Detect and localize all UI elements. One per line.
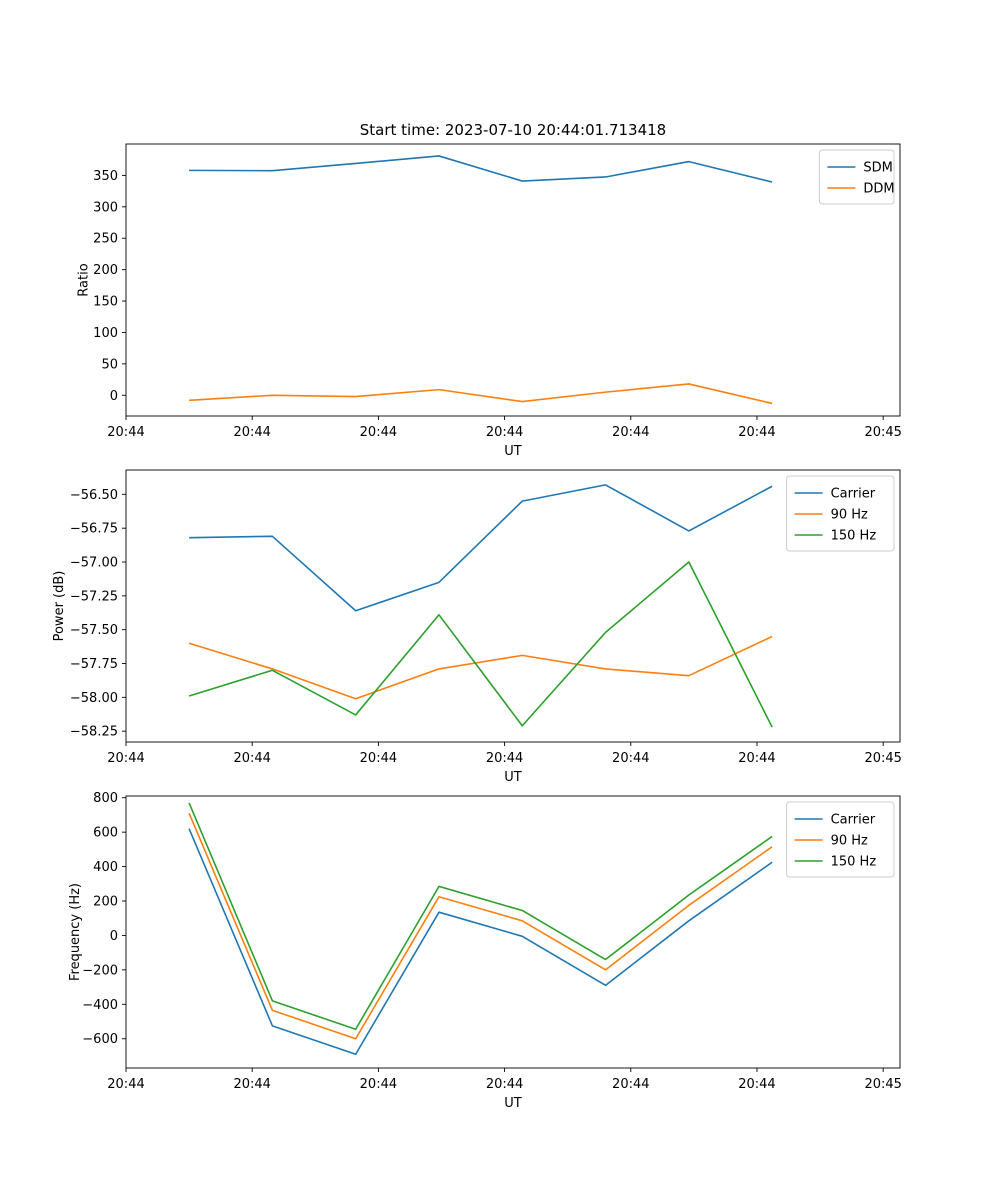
ratio-series-sdm-line [189,155,773,183]
frequency-y-tick-label: 0 [110,929,118,944]
frequency-x-tick-label: 20:44 [486,1077,523,1092]
ratio-series-ddm-line [189,383,773,405]
power-y-tick-label: −58.25 [70,725,118,740]
ratio-y-axis-label: Ratio [76,263,91,296]
power-y-tick-label: −56.50 [70,488,118,503]
power-axes-frame [125,469,901,743]
ratio-y-tick-label: 0 [110,389,118,404]
frequency-y-tick-label: 800 [93,791,118,806]
power-x-tick-label: 20:44 [486,751,523,766]
frequency-panel: 20:44 20:44 20:44 20:44 20:44 20:44 20:45 −600 −… [68,791,902,1111]
power-legend-label-carrier: Carrier [831,487,876,502]
power-y-tick-label: −56.75 [70,522,118,537]
power-series-90-hz-line [188,635,773,700]
frequency-x-tick-label: 20:44 [107,1077,144,1092]
frequency-x-tick-label: 20:44 [233,1077,270,1092]
ratio-x-axis-label: UT [504,444,522,459]
ratio-y-tick-label: 350 [93,169,118,184]
ratio-y-tick-label: 300 [93,200,118,215]
power-x-tick-label: 20:44 [360,751,397,766]
ratio-y-tick-label: 100 [93,326,118,341]
frequency-legend-label-150-hz: 150 Hz [831,855,877,870]
frequency-x-tick-label: 20:45 [864,1077,901,1092]
ratio-legend-label-ddm: DDM [863,182,894,197]
power-panel: 20:44 20:44 20:44 20:44 20:44 20:44 20:45 −58.2… [52,469,902,785]
frequency-y-tick-label: 600 [93,826,118,841]
frequency-legend [786,801,895,878]
power-x-tick-label: 20:44 [612,751,649,766]
frequency-legend-label-carrier: Carrier [831,813,876,828]
power-y-tick-label: −58.00 [70,691,118,706]
frequency-y-tick-label: −200 [82,963,118,978]
ratio-x-tick-label: 20:44 [486,425,523,440]
power-y-axis-label: Power (dB) [52,571,67,642]
power-x-tick-label: 20:44 [107,751,144,766]
frequency-x-tick-label: 20:44 [612,1077,649,1092]
ratio-x-tick-label: 20:44 [738,425,775,440]
frequency-y-tick-label: 200 [93,895,118,910]
power-legend [786,475,895,552]
power-series-150-hz-line [188,561,773,728]
power-y-tick-label: −57.50 [70,623,118,638]
frequency-series-90-hz-line [188,812,773,1040]
ratio-axes-frame [125,143,901,417]
chart-title: Start time: 2023-07-10 20:44:01.713418 [360,121,666,139]
power-legend-label-150-hz: 150 Hz [831,529,877,544]
power-y-tick-label: −57.75 [70,657,118,672]
power-series-carrier-line [189,484,773,612]
frequency-x-tick-label: 20:44 [360,1077,397,1092]
power-y-tick-label: −57.00 [70,556,118,571]
frequency-y-tick-label: −400 [82,998,118,1013]
power-x-tick-label: 20:45 [864,751,901,766]
ratio-x-tick-label: 20:45 [864,425,901,440]
frequency-legend-label-90-hz: 90 Hz [831,834,868,849]
ratio-legend-label-sdm: SDM [863,161,892,176]
ratio-x-tick-label: 20:44 [233,425,270,440]
frequency-series-carrier-line [188,828,773,1056]
ratio-legend [818,149,895,205]
frequency-y-axis-label: Frequency (Hz) [68,883,83,981]
ratio-x-tick-label: 20:44 [107,425,144,440]
frequency-series-150-hz-line [188,802,773,1031]
ratio-y-tick-label: 150 [93,295,118,310]
ratio-y-tick-label: 200 [93,263,118,278]
ratio-y-tick-label: 250 [93,232,118,247]
ratio-panel: Start time: 2023-07-10 20:44:01.713418 20… [76,121,902,459]
ratio-x-tick-label: 20:44 [612,425,649,440]
ratio-y-tick-label: 50 [101,357,118,372]
frequency-y-tick-label: 400 [93,860,118,875]
power-x-axis-label: UT [504,770,522,785]
power-y-tick-label: −57.25 [70,589,118,604]
frequency-x-tick-label: 20:44 [738,1077,775,1092]
ratio-x-tick-label: 20:44 [360,425,397,440]
power-legend-label-90-hz: 90 Hz [831,508,868,523]
power-x-tick-label: 20:44 [233,751,270,766]
frequency-y-tick-label: −600 [82,1032,118,1047]
power-x-tick-label: 20:44 [738,751,775,766]
frequency-axes-frame [125,795,901,1069]
frequency-x-axis-label: UT [504,1096,522,1111]
